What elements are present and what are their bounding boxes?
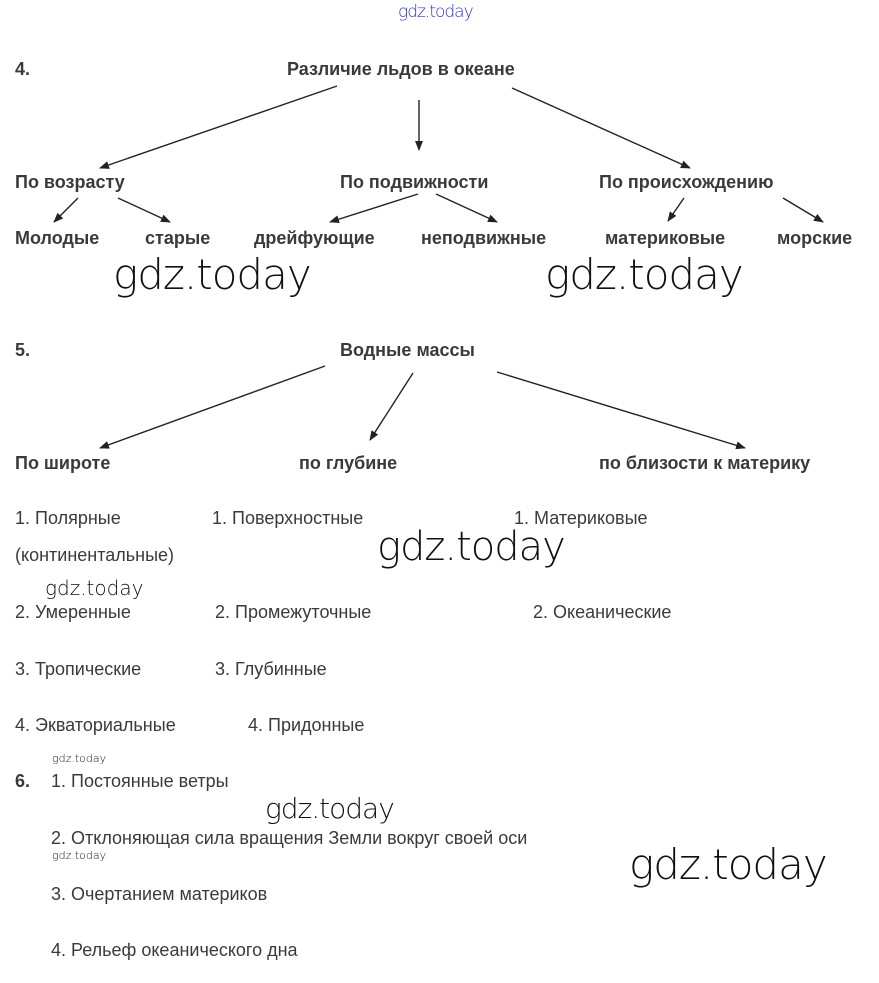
list-item: 2. Отклоняющая сила вращения Земли вокру… [51,828,528,848]
task5-number: 5. [15,340,31,360]
list-item: 3. Очертанием материков [51,884,268,904]
task4-root: Различие льдов в океане [287,59,515,79]
list-item: 3. Тропические [15,659,142,679]
arrow [99,85,338,169]
leaf-label: неподвижные [421,228,547,248]
watermark-header: gdz.today [398,2,474,22]
list-item: 1. Полярные [15,508,121,528]
list-item: 2. Океанические [533,602,672,622]
task4-number: 4. [15,59,31,79]
task5-root: Водные массы [340,340,475,360]
watermark: gdz.today [265,792,395,825]
category-label: По происхождению [599,172,774,192]
list-item: 4. Рельеф океанического дна [51,940,298,960]
category-label: По подвижности [340,172,489,192]
watermark: gdz.today [629,840,828,889]
arrow [667,197,685,222]
arrow [782,197,824,223]
leaf-label: материковые [605,228,726,248]
list-item: 3. Глубинные [215,659,327,679]
leaf-label: дрейфующие [254,228,375,248]
watermark: gdz.today [52,849,107,862]
list-item: 2. Умеренные [15,602,131,622]
watermark: gdz.today [45,576,144,600]
category-label: по глубине [299,453,398,473]
arrow [496,371,746,450]
list-item: 4. Экваториальные [15,715,176,735]
list-item: 2. Промежуточные [215,602,372,622]
arrow [99,365,326,449]
watermark: gdz.today [52,752,107,765]
arrow [369,372,414,441]
arrow [435,193,498,223]
arrow [511,87,691,169]
list-item: 1. Постоянные ветры [51,771,229,791]
leaf-label: морские [777,228,853,248]
leaf-label: Молодые [15,228,100,248]
category-label: по близости к материку [599,453,811,473]
list-item: 1. Поверхностные [212,508,364,528]
watermark: gdz.today [377,524,566,570]
task6-number: 6. [15,771,31,791]
leaf-label: старые [145,228,211,248]
list-item: (континентальные) [15,545,175,565]
list-item: 4. Придонные [248,715,365,735]
category-label: По возрасту [15,172,125,192]
arrow [53,197,79,223]
watermark: gdz.today [113,250,312,299]
arrow [329,193,419,224]
watermark: gdz.today [545,250,744,299]
category-label: По широте [15,453,111,473]
arrow [117,197,171,223]
list-item: 1. Материковые [514,508,648,528]
